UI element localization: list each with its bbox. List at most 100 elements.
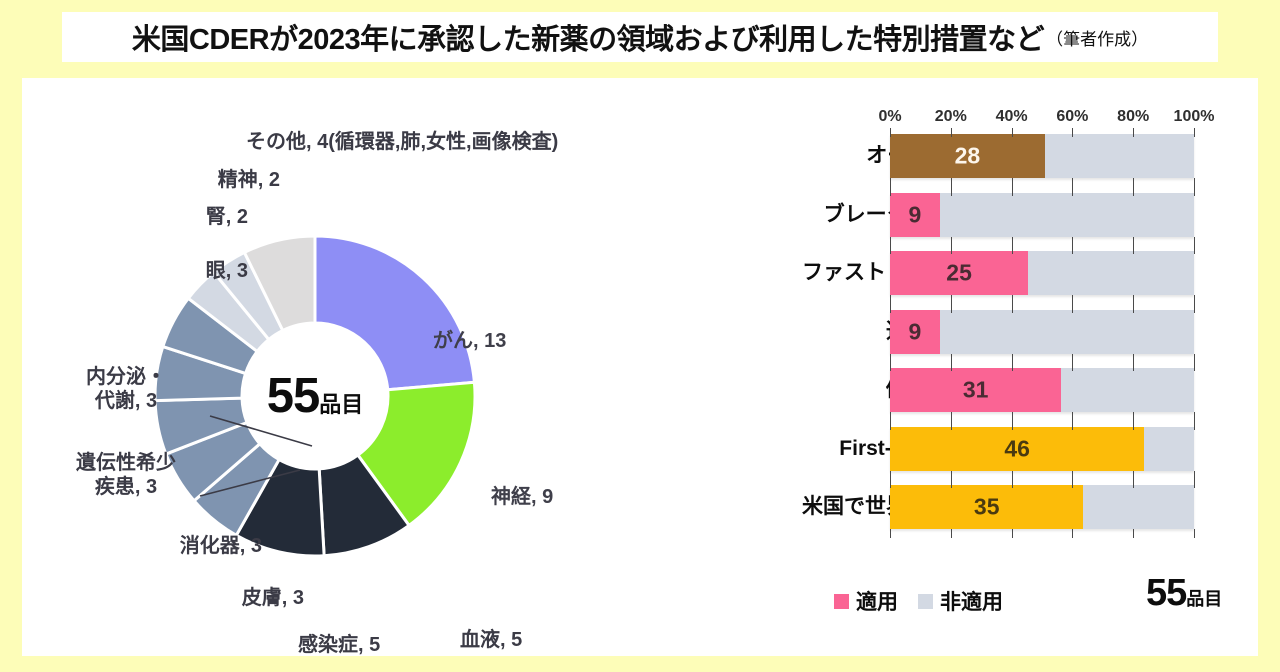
axis-tickmark <box>1011 470 1013 480</box>
axis-tickmark <box>1072 420 1074 430</box>
axis-tickmark <box>1194 529 1195 538</box>
axis-tickmark <box>1072 178 1074 187</box>
axis-tickmark <box>890 412 891 421</box>
axis-tickmark <box>950 295 952 304</box>
axis-tickmark <box>1194 479 1195 488</box>
axis-tickmark <box>950 412 952 421</box>
axis-tickmark <box>1011 128 1013 137</box>
axis-tickmark <box>1072 303 1074 313</box>
axis-tickmark <box>1072 412 1074 421</box>
bar-value-label: 28 <box>954 142 981 169</box>
donut-slices <box>153 234 477 558</box>
axis-tickmark <box>1194 412 1195 421</box>
donut-center-total: 55 品目 <box>267 368 364 424</box>
axis-tickmark <box>950 303 952 313</box>
axis-tickmark <box>1072 470 1074 480</box>
legend-label-applied: 適用 <box>856 591 898 614</box>
axis-tickmark <box>1133 245 1135 254</box>
axis-tickmark <box>950 420 952 430</box>
axis-tickmark <box>1072 295 1074 304</box>
axis-tickmark <box>1133 529 1135 538</box>
axis-tickmark <box>1133 479 1135 488</box>
axis-tickmark <box>890 186 891 196</box>
donut-slice[interactable] <box>242 234 317 333</box>
axis-tickmark <box>1194 420 1195 430</box>
axis-tickmark <box>1194 295 1195 304</box>
bar-row[interactable]: 9 <box>890 309 1194 354</box>
axis-tickmark <box>1072 245 1074 254</box>
bar-applied-segment <box>890 485 1084 529</box>
pie-label-endocrine: 内分泌・ 代謝, 3 <box>50 366 202 413</box>
bar-row[interactable]: 9 <box>890 192 1194 237</box>
axis-tickmark <box>1072 529 1074 538</box>
page-title: 米国CDERが2023年に承認した新薬の領域および利用した特別措置など <box>131 24 1045 56</box>
bar-legend: 適用 非適用 <box>834 586 1003 616</box>
bar-value-label: 46 <box>1004 435 1030 461</box>
donut-slice[interactable] <box>355 380 477 528</box>
bar-value-label: 9 <box>908 201 922 227</box>
axis-tickmark <box>1072 186 1074 196</box>
axis-tickmark <box>1133 362 1135 371</box>
bar-value-label: 25 <box>946 259 972 286</box>
pie-label-genetic-line1: 遺伝性希少 <box>76 452 176 474</box>
axis-tickmark <box>890 420 891 430</box>
axis-tickmark <box>1194 303 1195 313</box>
bar-row[interactable]: 31 <box>890 368 1194 412</box>
bar-chart: 0%20%40%60%80%100% オーファン28ブレークスルー9ファストトラ… <box>622 78 1258 656</box>
axis-tickmark <box>1011 295 1013 304</box>
bar-row[interactable]: 28 <box>890 134 1194 178</box>
bar-axis-labels: 0% 20% 40% 60% 80% 100% <box>622 108 1258 132</box>
pie-label-psych: 精神, 2 <box>217 169 280 191</box>
axis-tickmark <box>890 295 891 304</box>
donut-total-unit: 品目 <box>319 392 364 417</box>
axis-tick-label: 100% <box>1173 108 1215 125</box>
axis-tickmark <box>1011 420 1013 430</box>
bar-row[interactable]: 46 <box>890 426 1194 471</box>
axis-tickmark <box>1194 236 1195 246</box>
bar-total-unit: 品目 <box>1186 589 1223 609</box>
bar-applied-segment <box>890 426 1145 471</box>
legend-label-not-applied: 非適用 <box>940 591 1003 614</box>
pie-label-other: その他, 4(循環器,肺,女性,画像検査) <box>246 131 559 153</box>
donut-slice[interactable] <box>313 234 477 392</box>
content-panel: 55 品目 がん, 13 神経, 9 血液, 5 感染症, 5 皮膚, 3 消化… <box>22 78 1258 656</box>
bar-remainder-segment <box>890 192 1194 237</box>
bar-applied-segment <box>890 192 940 237</box>
bar-row[interactable]: 25 <box>890 251 1194 295</box>
bar-total-note: 55 品目 <box>1146 572 1222 615</box>
axis-tickmark <box>1011 479 1013 488</box>
pie-label-endocrine-line2: 代謝, 3 <box>94 389 158 412</box>
bar-value-label: 31 <box>962 376 989 403</box>
axis-tickmark <box>890 353 891 363</box>
bar-value-label: 9 <box>908 318 922 344</box>
axis-tick-label: 20% <box>934 108 967 125</box>
pie-label-kidney: 腎, 2 <box>205 206 248 228</box>
axis-tickmark <box>950 362 952 371</box>
bar-applied-segment <box>890 251 1029 295</box>
axis-tickmark <box>950 470 952 480</box>
pie-label-genetic: 遺伝性希少 疾患, 3 <box>50 452 202 499</box>
pie-label-cancer: がん, 13 <box>433 330 507 352</box>
axis-tickmark <box>1011 353 1013 363</box>
axis-tickmark <box>1133 470 1135 480</box>
legend-swatch-applied <box>834 593 849 609</box>
axis-tick-label: 80% <box>1117 108 1150 125</box>
axis-tickmark <box>1072 362 1074 371</box>
axis-tickmark <box>1011 362 1013 371</box>
axis-tickmark <box>1072 236 1074 246</box>
pie-label-blood: 血液, 5 <box>460 629 523 651</box>
bar-row[interactable]: 35 <box>890 485 1194 529</box>
pie-label-skin: 皮膚, 3 <box>241 587 304 609</box>
axis-tickmark <box>1133 236 1135 246</box>
axis-tickmark <box>1072 479 1074 488</box>
axis-tickmark <box>1133 295 1135 304</box>
axis-tickmark <box>1011 412 1013 421</box>
axis-tickmark <box>890 303 891 313</box>
axis-tickmark <box>890 128 891 137</box>
axis-tickmark <box>890 529 891 538</box>
axis-tick-label: 0% <box>878 108 902 125</box>
axis-tickmark <box>1194 128 1195 137</box>
pie-label-digestive: 消化器, 3 <box>179 535 262 557</box>
legend-item-not-applied: 非適用 <box>918 586 1003 616</box>
axis-tickmark <box>950 479 952 488</box>
